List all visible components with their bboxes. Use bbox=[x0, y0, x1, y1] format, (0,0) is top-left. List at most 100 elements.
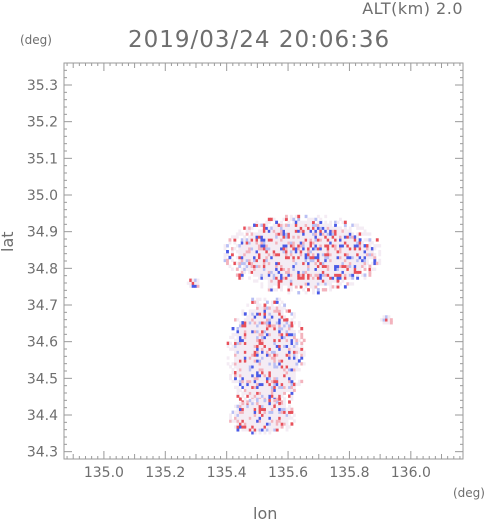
heatmap-cell bbox=[324, 232, 328, 236]
heatmap-cell bbox=[253, 371, 257, 375]
heatmap-cell bbox=[248, 332, 252, 337]
heatmap-cell bbox=[246, 353, 250, 357]
heatmap-cell bbox=[346, 270, 350, 274]
heatmap-cell bbox=[309, 267, 313, 271]
heatmap-cell bbox=[285, 376, 289, 381]
heatmap-cell bbox=[358, 264, 362, 268]
heatmap-cell bbox=[251, 416, 255, 420]
heatmap-cell bbox=[275, 382, 279, 387]
heatmap-cell bbox=[270, 315, 274, 319]
heatmap-cell bbox=[256, 391, 259, 395]
heatmap-cell bbox=[256, 419, 259, 423]
heatmap-cell bbox=[265, 422, 269, 426]
heatmap-cell bbox=[280, 419, 284, 423]
heatmap-cell bbox=[258, 306, 262, 310]
heatmap-cell bbox=[231, 379, 235, 384]
heatmap-cell bbox=[348, 264, 352, 268]
heatmap-cell bbox=[326, 232, 330, 236]
heatmap-cell bbox=[268, 376, 272, 381]
heatmap-cell bbox=[287, 226, 291, 230]
heatmap-cell bbox=[385, 321, 388, 325]
heatmap-cell bbox=[275, 267, 279, 271]
heatmap-cell bbox=[299, 247, 303, 251]
heatmap-cell bbox=[280, 329, 284, 334]
heatmap-cell bbox=[297, 217, 301, 222]
heatmap-cell bbox=[346, 276, 350, 280]
heatmap-cell bbox=[331, 252, 335, 257]
heatmap-cell bbox=[263, 353, 267, 357]
heatmap-cell bbox=[311, 220, 315, 224]
heatmap-cell bbox=[270, 285, 274, 289]
heatmap-cell bbox=[282, 282, 286, 286]
heatmap-cell bbox=[307, 250, 310, 254]
heatmap-cell bbox=[256, 297, 259, 301]
heatmap-cell bbox=[253, 362, 257, 366]
heatmap-cell bbox=[265, 229, 269, 233]
heatmap-cell bbox=[248, 359, 252, 363]
heatmap-cell bbox=[346, 241, 350, 245]
heatmap-cell bbox=[307, 229, 310, 233]
heatmap-cell bbox=[299, 250, 303, 254]
heatmap-cell bbox=[351, 241, 355, 245]
heatmap-cell bbox=[250, 241, 254, 245]
heatmap-cell bbox=[288, 344, 291, 348]
heatmap-cell bbox=[270, 391, 274, 395]
heatmap-cell bbox=[275, 329, 279, 334]
heatmap-cell bbox=[283, 397, 286, 401]
heatmap-cell bbox=[361, 252, 364, 257]
heatmap-cell bbox=[373, 258, 377, 263]
heatmap-cell bbox=[270, 428, 274, 432]
heatmap-cell bbox=[273, 344, 277, 348]
heatmap-cell bbox=[331, 235, 335, 239]
heatmap-cell bbox=[226, 258, 229, 263]
heatmap-cell bbox=[273, 394, 277, 398]
heatmap-cell bbox=[251, 379, 255, 384]
heatmap-cell bbox=[289, 217, 293, 222]
heatmap-cell bbox=[283, 413, 286, 417]
heatmap-cell bbox=[324, 241, 328, 245]
heatmap-cell bbox=[304, 223, 308, 227]
heatmap-cell bbox=[275, 244, 279, 248]
heatmap-cell bbox=[321, 252, 325, 257]
heatmap-cell bbox=[351, 270, 355, 274]
heatmap-cell bbox=[368, 264, 372, 268]
heatmap-cell bbox=[334, 285, 337, 289]
x-tick-label: 135.2 bbox=[145, 465, 185, 481]
heatmap-cell bbox=[353, 258, 357, 263]
heatmap-cell bbox=[265, 353, 269, 357]
heatmap-cell bbox=[339, 244, 342, 248]
heatmap-cell bbox=[243, 247, 247, 251]
heatmap-cell bbox=[265, 232, 269, 236]
heatmap-cell bbox=[309, 241, 313, 245]
heatmap-cell bbox=[282, 241, 286, 245]
heatmap-cell bbox=[314, 229, 318, 233]
heatmap-cell bbox=[268, 382, 272, 387]
heatmap-cell bbox=[272, 247, 276, 251]
heatmap-cell bbox=[299, 220, 303, 224]
heatmap-cell bbox=[297, 276, 301, 280]
heatmap-cell bbox=[316, 244, 320, 248]
heatmap-cell bbox=[258, 312, 262, 316]
heatmap-cell bbox=[231, 335, 235, 340]
heatmap-cell bbox=[248, 267, 252, 271]
heatmap-cell bbox=[256, 338, 259, 343]
heatmap-cell bbox=[263, 398, 267, 403]
heatmap-cell bbox=[339, 276, 342, 280]
heatmap-cell bbox=[311, 288, 315, 292]
heatmap-cell bbox=[248, 344, 252, 348]
heatmap-cell bbox=[297, 232, 301, 236]
heatmap-cell bbox=[260, 255, 264, 260]
heatmap-cell bbox=[307, 255, 310, 260]
heatmap-cell bbox=[302, 261, 306, 266]
heatmap-cell bbox=[261, 350, 264, 354]
heatmap-cell bbox=[324, 264, 328, 268]
heatmap-cell bbox=[270, 327, 274, 331]
heatmap-cell bbox=[295, 350, 299, 354]
heatmap-cell bbox=[284, 226, 288, 230]
heatmap-cell bbox=[309, 261, 313, 266]
heatmap-cell bbox=[295, 353, 299, 357]
heatmap-cell bbox=[331, 258, 335, 263]
heatmap-cell bbox=[258, 404, 262, 409]
heatmap-cell bbox=[280, 300, 284, 304]
heatmap-cell bbox=[265, 247, 269, 251]
